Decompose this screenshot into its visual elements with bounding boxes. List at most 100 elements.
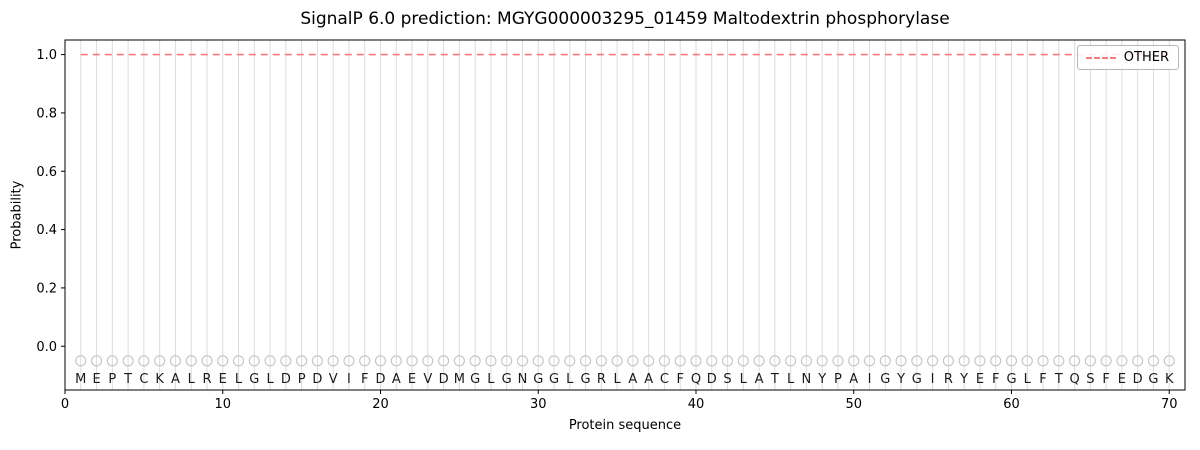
residue-marker [343, 355, 355, 367]
residue-letter: E [92, 372, 100, 387]
residue-marker [863, 355, 876, 367]
y-tick-label: 0.8 [36, 106, 57, 121]
residue-letter: M [454, 372, 465, 387]
residue-letter: E [219, 372, 227, 387]
residue-letter: R [944, 372, 953, 387]
residue-marker [706, 355, 718, 367]
residue-marker [296, 355, 308, 367]
residue-letter: Y [959, 372, 968, 387]
residue-marker [753, 355, 765, 367]
x-tick-label: 70 [1161, 397, 1178, 412]
residue-letter: L [1024, 372, 1032, 387]
residue-marker [90, 355, 103, 367]
residue-letter: A [644, 372, 653, 387]
residue-letter: L [266, 372, 274, 387]
residue-marker [627, 355, 639, 367]
residue-letter: L [487, 372, 495, 387]
residue-letter: S [723, 372, 731, 387]
residue-letter: Y [896, 372, 905, 387]
residue-marker [832, 355, 844, 367]
residue-marker [1147, 355, 1160, 367]
residue-letter: T [123, 372, 132, 387]
residue-letter: D [1133, 372, 1143, 387]
residue-marker [390, 355, 402, 367]
y-tick-label: 0.4 [36, 223, 57, 238]
residue-marker [942, 355, 954, 367]
residue-marker [359, 355, 371, 367]
residue-marker [201, 355, 213, 367]
y-axis-label: Probability [9, 180, 25, 250]
residue-marker [485, 355, 497, 367]
residue-letter: L [613, 372, 621, 387]
legend-dashed-line-icon [1085, 56, 1116, 59]
residue-letter: L [787, 372, 795, 387]
x-tick-label: 0 [61, 397, 69, 412]
residue-marker [800, 355, 812, 367]
residue-letter: S [1086, 372, 1094, 387]
residue-marker [595, 355, 607, 367]
x-tick-label: 10 [214, 397, 231, 412]
residue-marker [453, 355, 465, 367]
residue-letter: G [880, 372, 890, 387]
residue-letter: L [235, 372, 243, 387]
axes-frame [64, 39, 1186, 391]
residue-marker [106, 355, 118, 367]
residue-marker [1021, 355, 1033, 367]
residue-marker [1084, 355, 1096, 367]
residue-marker [816, 355, 828, 367]
residue-marker [1100, 355, 1112, 367]
legend: OTHER [1076, 45, 1179, 70]
residue-marker [469, 355, 481, 367]
residue-marker [895, 355, 907, 367]
residue-marker [532, 355, 544, 367]
residue-marker [737, 355, 749, 367]
residue-letter: D [375, 372, 385, 387]
residue-marker [311, 355, 323, 367]
residue-letter: C [139, 372, 148, 387]
residue-letter: G [1148, 372, 1158, 387]
residue-letter: D [281, 372, 291, 387]
y-tick-label: 0.6 [36, 165, 57, 180]
residue-marker [154, 355, 166, 367]
residue-letter: P [298, 372, 306, 387]
residue-letter: I [347, 372, 351, 387]
residue-marker [232, 355, 245, 367]
residue-marker [990, 355, 1002, 367]
residue-marker [217, 355, 229, 367]
residue-marker [169, 355, 181, 367]
residue-marker [185, 355, 197, 367]
residue-letter: A [628, 372, 637, 387]
residue-marker [1037, 355, 1049, 367]
residue-marker [548, 355, 560, 367]
residue-marker [75, 355, 87, 367]
residue-letter: R [202, 372, 211, 387]
residue-marker [721, 355, 734, 367]
residue-letter: P [834, 372, 842, 387]
residue-letter: K [1165, 372, 1174, 387]
residue-marker [580, 355, 592, 367]
residue-letter: T [1054, 372, 1063, 387]
residue-marker [564, 355, 576, 367]
residue-marker [769, 355, 781, 367]
residue-letter: P [108, 372, 116, 387]
residue-letter: G [533, 372, 543, 387]
residue-letter: C [660, 372, 669, 387]
residue-marker [848, 355, 860, 367]
residue-letter: G [549, 372, 559, 387]
residue-letter: L [740, 372, 748, 387]
residue-marker [516, 355, 529, 367]
residue-letter: E [1118, 372, 1126, 387]
residue-letter: D [439, 372, 449, 387]
residue-letter: D [312, 372, 322, 387]
residue-letter: Q [691, 372, 701, 387]
residue-letter: L [188, 372, 196, 387]
residue-marker [611, 355, 623, 367]
residue-marker [1116, 355, 1128, 367]
residue-marker [1053, 355, 1065, 367]
residue-letter: Y [817, 372, 826, 387]
residue-letter: N [518, 372, 528, 387]
y-tick-label: 1.0 [36, 48, 57, 63]
x-tick-label: 30 [530, 397, 547, 412]
